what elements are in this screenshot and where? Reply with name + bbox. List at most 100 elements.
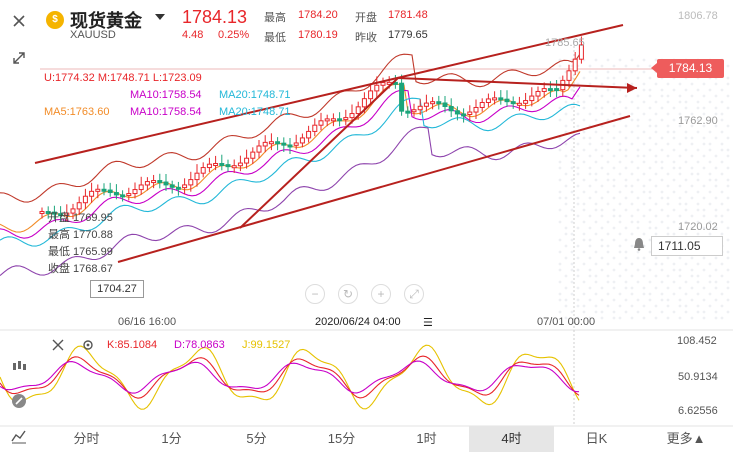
candle-body — [343, 117, 349, 121]
candle-body — [113, 192, 119, 196]
candle-body — [454, 110, 460, 115]
candle-body — [374, 84, 380, 92]
candle-body — [306, 130, 312, 139]
prev-close-value: 1779.65 — [388, 29, 428, 41]
channel-lower-line — [117, 115, 631, 263]
candle-body — [324, 118, 330, 122]
current-price-tag: 1784.13 — [651, 59, 724, 78]
low-price-marker: 1704.27 — [90, 280, 144, 298]
tab-more[interactable]: 更多▲ — [666, 431, 706, 446]
kdj-d: D:78.0863 — [174, 339, 225, 351]
candle-body — [361, 98, 367, 108]
fullscreen-icon[interactable]: ⤢ — [404, 284, 424, 304]
price-axis-mid: 1762.90 — [678, 115, 718, 127]
price-axis-top: 1806.78 — [678, 10, 718, 22]
tab-1m[interactable]: 1分 — [161, 431, 182, 446]
kdj-k-line — [0, 355, 580, 399]
high-value: 1784.20 — [298, 9, 338, 21]
candle-body — [95, 188, 101, 192]
candle-body — [510, 101, 516, 105]
candle-body — [479, 102, 485, 108]
tab-5m[interactable]: 5分 — [246, 431, 267, 446]
candle-body — [237, 162, 243, 167]
ohlc-close: 收盘 1768.67 — [48, 263, 113, 275]
last-price: 1784.13 — [182, 7, 248, 27]
candle-body — [281, 142, 287, 146]
settings-icon[interactable] — [76, 333, 100, 357]
candle-body — [200, 167, 206, 174]
candle-body — [157, 180, 163, 184]
candle-body — [318, 120, 324, 126]
price-alert-value[interactable]: 1711.05 — [651, 236, 723, 256]
candle-body — [64, 212, 70, 216]
kdj-axis-top: 108.452 — [677, 335, 717, 347]
candle-body — [194, 172, 200, 181]
high-label: 最高 — [264, 12, 286, 24]
tab-4h[interactable]: 4时 — [469, 426, 554, 452]
reset-icon[interactable]: ↻ — [338, 284, 358, 304]
symbol-code: XAUUSD — [70, 29, 116, 41]
candle-body — [541, 88, 547, 92]
high-marker: 1785.65 — [545, 37, 585, 49]
timeframe-tabs: 分时 1分 5分 15分 1时 4时 日K 更多▲ — [44, 426, 733, 452]
candle-body — [293, 142, 299, 146]
prev-close-label: 昨收 — [355, 32, 377, 44]
candle-body — [516, 102, 522, 106]
price-change-pct: 0.25% — [218, 29, 250, 41]
menu-icon[interactable]: ☰ — [423, 317, 433, 329]
candle-body — [535, 90, 541, 97]
candle-type-icon[interactable] — [7, 354, 31, 378]
candle-body — [70, 208, 76, 214]
candle-body — [547, 88, 553, 92]
candle-body — [151, 180, 157, 184]
draw-tool-icon[interactable] — [7, 389, 31, 413]
candle-body — [554, 88, 560, 92]
candle-body — [330, 118, 336, 122]
candle-body — [430, 101, 436, 105]
close-icon[interactable] — [7, 9, 31, 33]
candle-body — [219, 163, 225, 167]
candle-body — [244, 157, 250, 164]
candle-body — [256, 145, 262, 153]
boll-lower-line — [0, 126, 581, 277]
tab-1h[interactable]: 1时 — [416, 431, 437, 446]
boll-legend: U:1774.32 M:1748.71 L:1723.09 — [44, 72, 202, 84]
candle-body — [262, 141, 268, 147]
tab-daily[interactable]: 日K — [585, 431, 608, 446]
kdj-axis-mid: 50.9134 — [678, 371, 718, 383]
expand-icon[interactable] — [7, 46, 31, 70]
candle-body — [188, 179, 194, 186]
candle-body — [572, 58, 578, 72]
candle-body — [101, 188, 107, 192]
candle-body — [417, 105, 423, 111]
bell-icon[interactable] — [632, 237, 646, 254]
candle-body — [337, 118, 343, 122]
ma20-legend-top: MA20:1748.71 — [219, 89, 291, 101]
close-kdj-icon[interactable] — [46, 333, 70, 357]
candle-body — [578, 44, 584, 60]
candle-body — [355, 106, 361, 115]
candle-body — [182, 184, 188, 189]
candle-body — [45, 211, 51, 215]
header: $ 现货黄金 XAUUSD 1784.13 4.48 0.25% 最高 1784… — [0, 0, 733, 46]
ma20-line — [0, 97, 581, 247]
candle-body — [498, 97, 504, 101]
indicator-icon[interactable] — [7, 424, 31, 448]
candle-body — [312, 124, 318, 132]
tab-fenshi[interactable]: 分时 — [73, 431, 100, 446]
candle-body — [380, 82, 386, 86]
ma5-legend: MA5:1763.60 — [44, 106, 110, 118]
candle-body — [206, 163, 212, 169]
tab-15m[interactable]: 15分 — [327, 431, 356, 446]
candle-body — [82, 195, 88, 204]
zoom-out-icon[interactable]: − — [305, 284, 325, 304]
candle-body — [448, 105, 454, 112]
arrow-head-icon — [627, 83, 637, 93]
chevron-down-icon[interactable] — [155, 14, 165, 20]
candle-body — [175, 186, 181, 190]
zoom-in-icon[interactable]: + — [371, 284, 391, 304]
page-title[interactable]: 现货黄金 — [70, 11, 142, 31]
kdj-k: K:85.1084 — [107, 339, 158, 351]
kdj-d-line — [0, 360, 580, 394]
